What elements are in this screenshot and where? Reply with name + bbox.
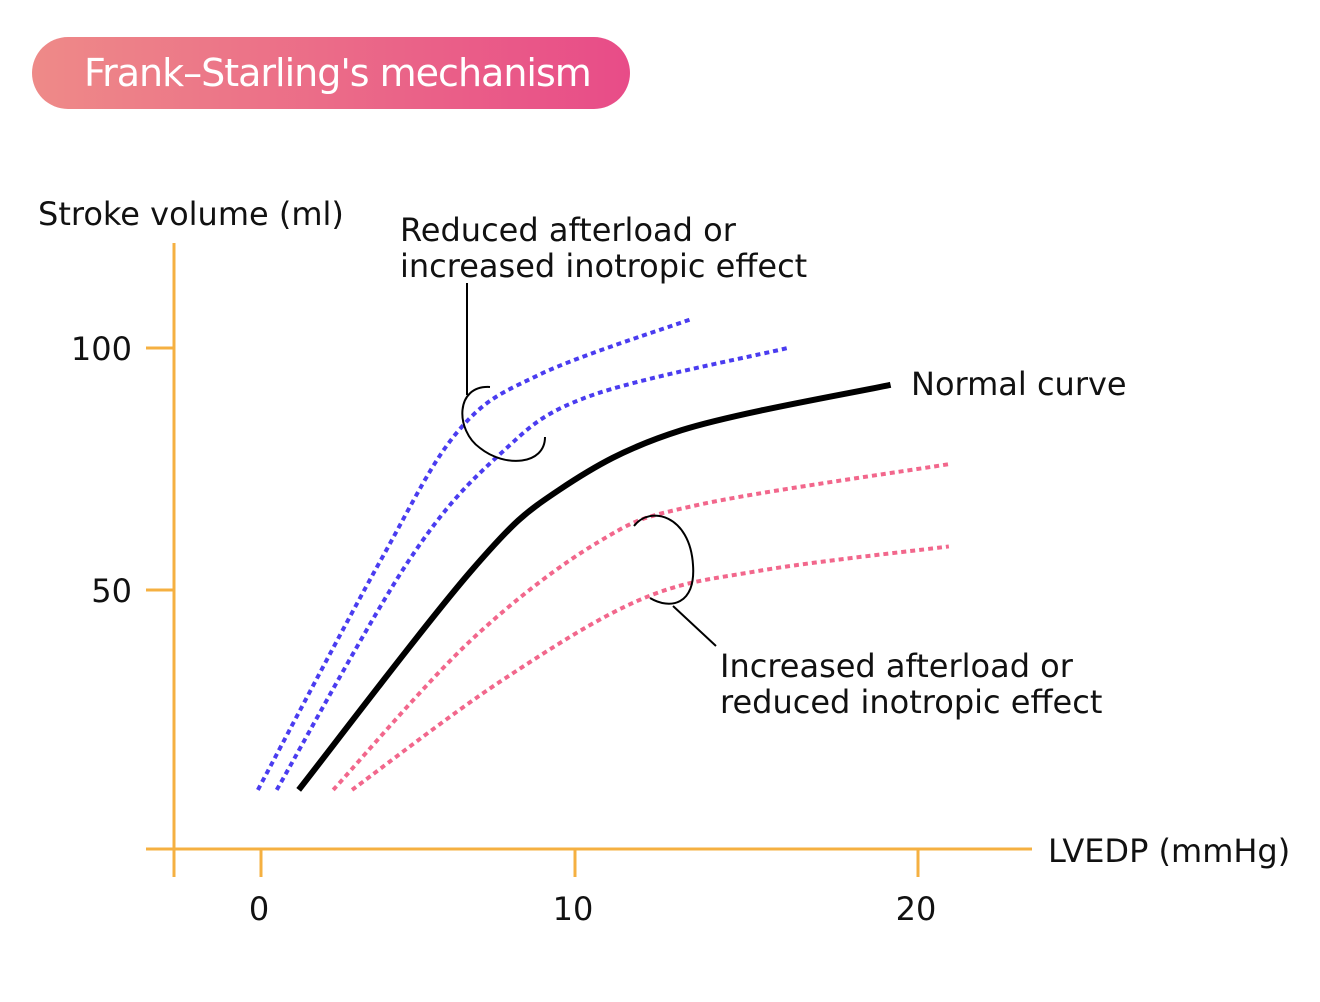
y-tick-label: 100 xyxy=(71,330,132,368)
normal-curve xyxy=(296,381,892,792)
y-tick-label: 50 xyxy=(91,572,132,610)
x-tick-label: 10 xyxy=(553,890,594,928)
upper-bracket xyxy=(461,283,546,462)
x-axis-label: LVEDP (mmHg) xyxy=(1048,832,1290,870)
chart-title: Frank–Starling's mechanism xyxy=(32,37,630,109)
x-tick-label: 20 xyxy=(896,890,937,928)
annotation-upper-line2: increased inotropic effect xyxy=(400,247,807,285)
annotation-lower-line2: reduced inotropic effect xyxy=(720,683,1102,721)
lower-bracket xyxy=(633,514,717,647)
annotation-lower-line1: Increased afterload or xyxy=(720,647,1074,685)
axes: 50 100 0 10 20 xyxy=(71,243,1032,928)
x-tick-label: 0 xyxy=(249,890,269,928)
increased-contractility-curve xyxy=(256,317,693,791)
decreased-contractility-curve xyxy=(331,462,950,792)
series-label-normal: Normal curve xyxy=(911,365,1127,403)
annotation-upper-line1: Reduced afterload or xyxy=(400,211,737,249)
y-axis-label: Stroke volume (ml) xyxy=(38,195,344,233)
decreased-contractility-curve xyxy=(350,544,950,792)
